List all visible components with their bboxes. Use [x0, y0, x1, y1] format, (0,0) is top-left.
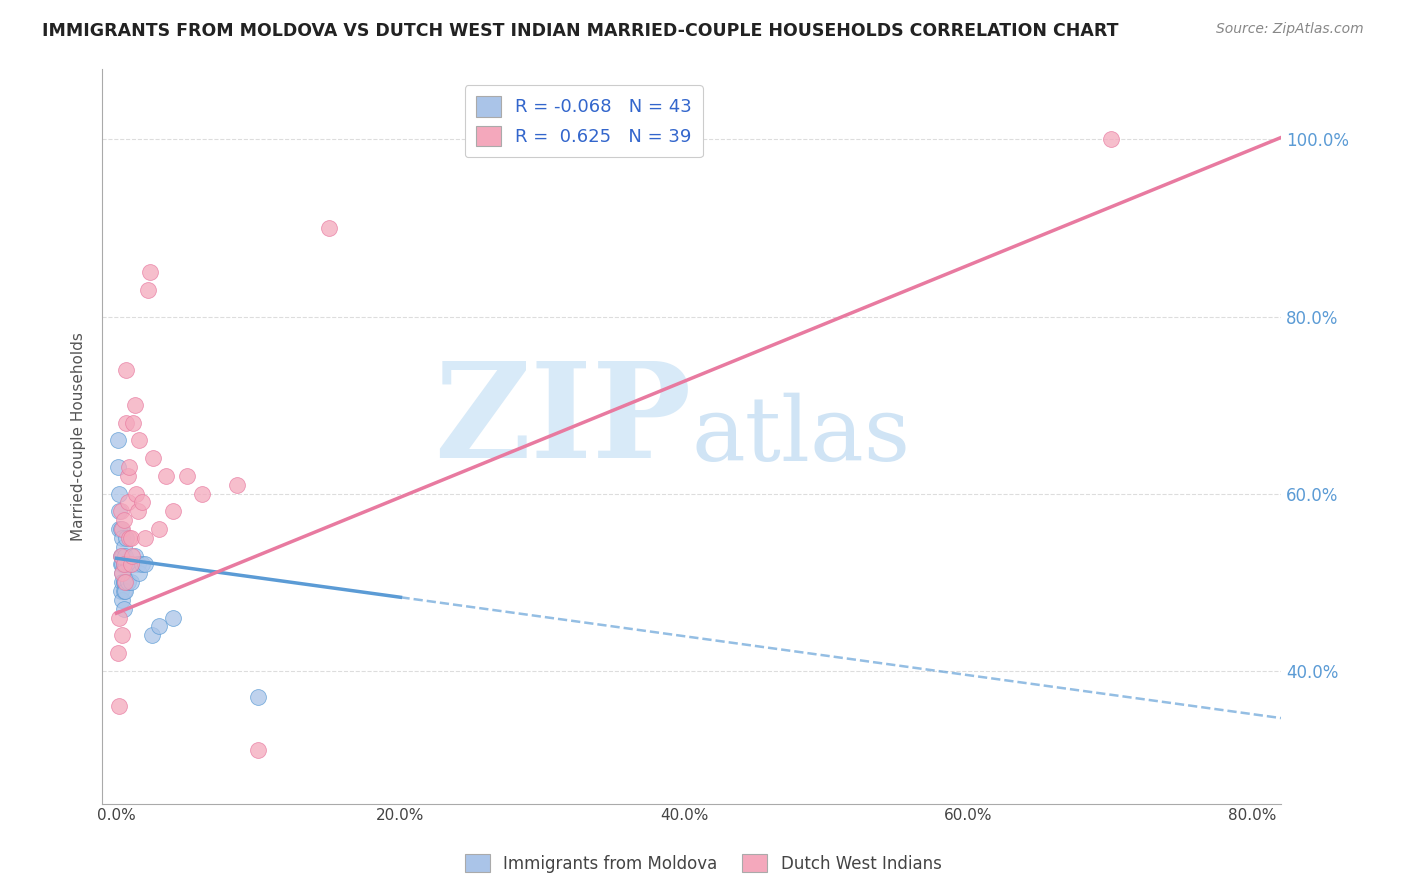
Point — [117, 575, 139, 590]
Text: ZIP: ZIP — [434, 357, 692, 486]
Point — [115, 362, 138, 376]
Point — [111, 593, 134, 607]
Point — [148, 522, 170, 536]
Point — [111, 575, 134, 590]
Point — [114, 558, 136, 572]
Point — [108, 610, 131, 624]
Point — [111, 628, 134, 642]
Point — [120, 558, 142, 572]
Point — [107, 434, 129, 448]
Point — [117, 495, 139, 509]
Point — [107, 646, 129, 660]
Point — [107, 460, 129, 475]
Text: IMMIGRANTS FROM MOLDOVA VS DUTCH WEST INDIAN MARRIED-COUPLE HOUSEHOLDS CORRELATI: IMMIGRANTS FROM MOLDOVA VS DUTCH WEST IN… — [42, 22, 1119, 40]
Point — [247, 690, 270, 705]
Point — [318, 221, 340, 235]
Point — [115, 416, 138, 430]
Point — [131, 495, 153, 509]
Point — [110, 549, 132, 563]
Point — [134, 531, 156, 545]
Point — [112, 584, 135, 599]
Point — [142, 451, 165, 466]
Point — [108, 486, 131, 500]
Point — [110, 504, 132, 518]
Legend: R = -0.068   N = 43, R =  0.625   N = 39: R = -0.068 N = 43, R = 0.625 N = 39 — [465, 85, 703, 157]
Point — [111, 566, 134, 581]
Point — [120, 531, 142, 545]
Point — [155, 469, 177, 483]
Point — [111, 566, 134, 581]
Point — [124, 549, 146, 563]
Point — [108, 522, 131, 536]
Point — [121, 549, 143, 563]
Point — [114, 575, 136, 590]
Point — [190, 486, 212, 500]
Point — [118, 558, 141, 572]
Point — [141, 628, 163, 642]
Point — [127, 558, 149, 572]
Point — [112, 601, 135, 615]
Y-axis label: Married-couple Households: Married-couple Households — [72, 332, 86, 541]
Point — [131, 558, 153, 572]
Point — [226, 477, 249, 491]
Point — [124, 398, 146, 412]
Point — [118, 460, 141, 475]
Point — [127, 504, 149, 518]
Point — [111, 549, 134, 563]
Point — [112, 575, 135, 590]
Point — [111, 522, 134, 536]
Point — [122, 416, 145, 430]
Point — [108, 504, 131, 518]
Legend: Immigrants from Moldova, Dutch West Indians: Immigrants from Moldova, Dutch West Indi… — [458, 847, 948, 880]
Point — [112, 558, 135, 572]
Point — [111, 531, 134, 545]
Point — [114, 584, 136, 599]
Point — [122, 558, 145, 572]
Point — [112, 558, 135, 572]
Point — [118, 531, 141, 545]
Point — [110, 558, 132, 572]
Point — [125, 486, 148, 500]
Point — [112, 513, 135, 527]
Point — [114, 549, 136, 563]
Point — [120, 575, 142, 590]
Point — [110, 522, 132, 536]
Point — [117, 558, 139, 572]
Point — [112, 558, 135, 572]
Point — [176, 469, 198, 483]
Point — [136, 283, 159, 297]
Point — [108, 699, 131, 714]
Point — [162, 504, 184, 518]
Point — [112, 540, 135, 554]
Point — [148, 619, 170, 633]
Point — [128, 434, 150, 448]
Text: atlas: atlas — [692, 392, 911, 480]
Point — [247, 743, 270, 757]
Point — [114, 575, 136, 590]
Point — [134, 558, 156, 572]
Point — [115, 531, 138, 545]
Point — [110, 584, 132, 599]
Point — [115, 558, 138, 572]
Point — [162, 610, 184, 624]
Point — [1099, 132, 1122, 146]
Point — [139, 265, 162, 279]
Point — [111, 558, 134, 572]
Point — [128, 566, 150, 581]
Point — [110, 549, 132, 563]
Point — [120, 558, 142, 572]
Point — [112, 575, 135, 590]
Point — [117, 469, 139, 483]
Text: Source: ZipAtlas.com: Source: ZipAtlas.com — [1216, 22, 1364, 37]
